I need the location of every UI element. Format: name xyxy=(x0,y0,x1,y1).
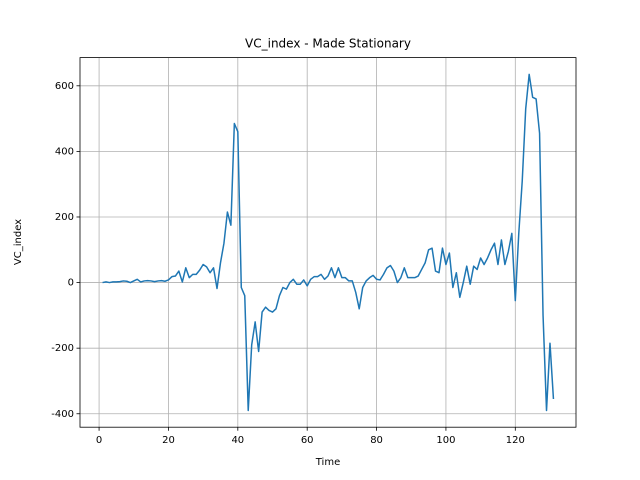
x-tick-label: 0 xyxy=(96,435,102,446)
chart-title: VC_index - Made Stationary xyxy=(245,37,411,51)
x-tick-label: 80 xyxy=(370,435,383,446)
x-tick-label: 60 xyxy=(301,435,314,446)
plot-frame xyxy=(79,57,577,428)
y-tick-label: 600 xyxy=(55,81,74,92)
x-axis-label: Time xyxy=(315,457,340,468)
x-tick-label: 100 xyxy=(436,435,455,446)
x-tick-label: 120 xyxy=(506,435,525,446)
y-tick-label: 400 xyxy=(55,146,74,157)
y-tick-label: -400 xyxy=(51,409,74,420)
y-tick-label: 0 xyxy=(68,278,74,289)
x-tick-label: 20 xyxy=(162,435,175,446)
x-tick-label: 40 xyxy=(231,435,244,446)
y-tick-label: -200 xyxy=(51,343,74,354)
y-tick-label: 200 xyxy=(55,212,74,223)
y-axis-label: VC_index xyxy=(13,219,24,265)
data-line xyxy=(102,73,555,412)
